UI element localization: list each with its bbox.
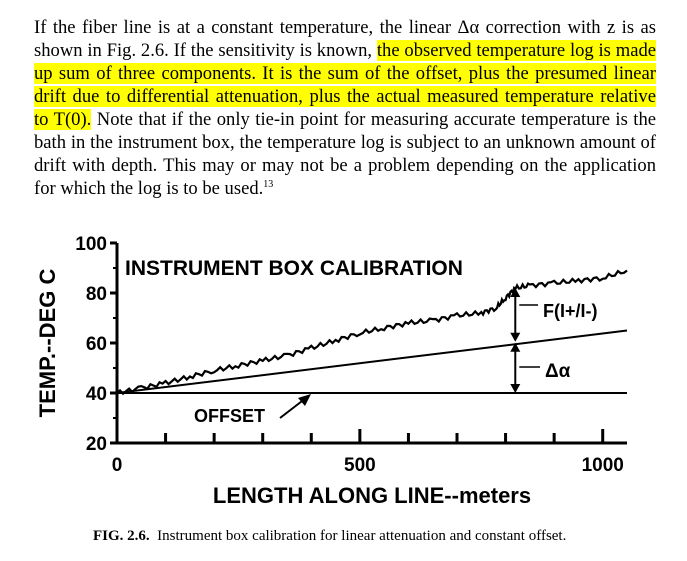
delta-alpha-arrowhead-up xyxy=(510,342,521,352)
linear-drift-line xyxy=(116,329,628,394)
figure-caption: FIG. 2.6. Instrument box calibration for… xyxy=(93,528,653,545)
x-tick-label: 1000 xyxy=(582,455,624,476)
x-tick-label: 500 xyxy=(344,455,376,476)
figure-chart: 100 80 60 40 20 0 500 1000 INSTRUMENT BOX CALI… xyxy=(35,234,628,508)
y-tick-label: 60 xyxy=(86,334,107,355)
annotation-arrows xyxy=(279,288,540,419)
caption-text: Instrument box calibration for linear at… xyxy=(157,528,567,544)
body-paragraph: If the fiber line is at a constant tempe… xyxy=(34,16,656,200)
series-lines xyxy=(116,269,628,396)
x-ticks: 0 500 1000 xyxy=(112,429,624,476)
f-ratio-arrowhead-up xyxy=(510,288,521,297)
y-axis-label: TEMP.--DEG C xyxy=(35,269,60,418)
y-ticks: 100 80 60 40 20 xyxy=(75,234,117,455)
y-tick-label: 100 xyxy=(75,234,107,255)
y-tick-label: 80 xyxy=(86,284,107,305)
paragraph-text-before: If the fiber line is at a constant tempe… xyxy=(34,17,656,61)
f-ratio-arrowhead-down xyxy=(510,332,521,342)
measured-temperature-line xyxy=(116,269,628,396)
footnote-marker: 13 xyxy=(263,178,274,190)
y-tick-label: 40 xyxy=(86,384,107,405)
x-tick-label: 0 xyxy=(112,455,123,476)
chart-title: INSTRUMENT BOX CALIBRATION xyxy=(125,257,463,280)
delta-alpha-label: Δα xyxy=(545,361,571,382)
delta-alpha-arrowhead-down xyxy=(510,384,521,393)
x-axis-label: LENGTH ALONG LINE--meters xyxy=(213,483,531,508)
paragraph-text-after: Note that if the only tie-in point for m… xyxy=(34,109,657,199)
offset-arrowhead xyxy=(298,394,311,406)
caption-label: FIG. 2.6. xyxy=(93,528,150,544)
offset-label: OFFSET xyxy=(194,406,265,426)
y-tick-label: 20 xyxy=(86,434,107,455)
f-ratio-label: F(I+/I-) xyxy=(543,301,598,321)
